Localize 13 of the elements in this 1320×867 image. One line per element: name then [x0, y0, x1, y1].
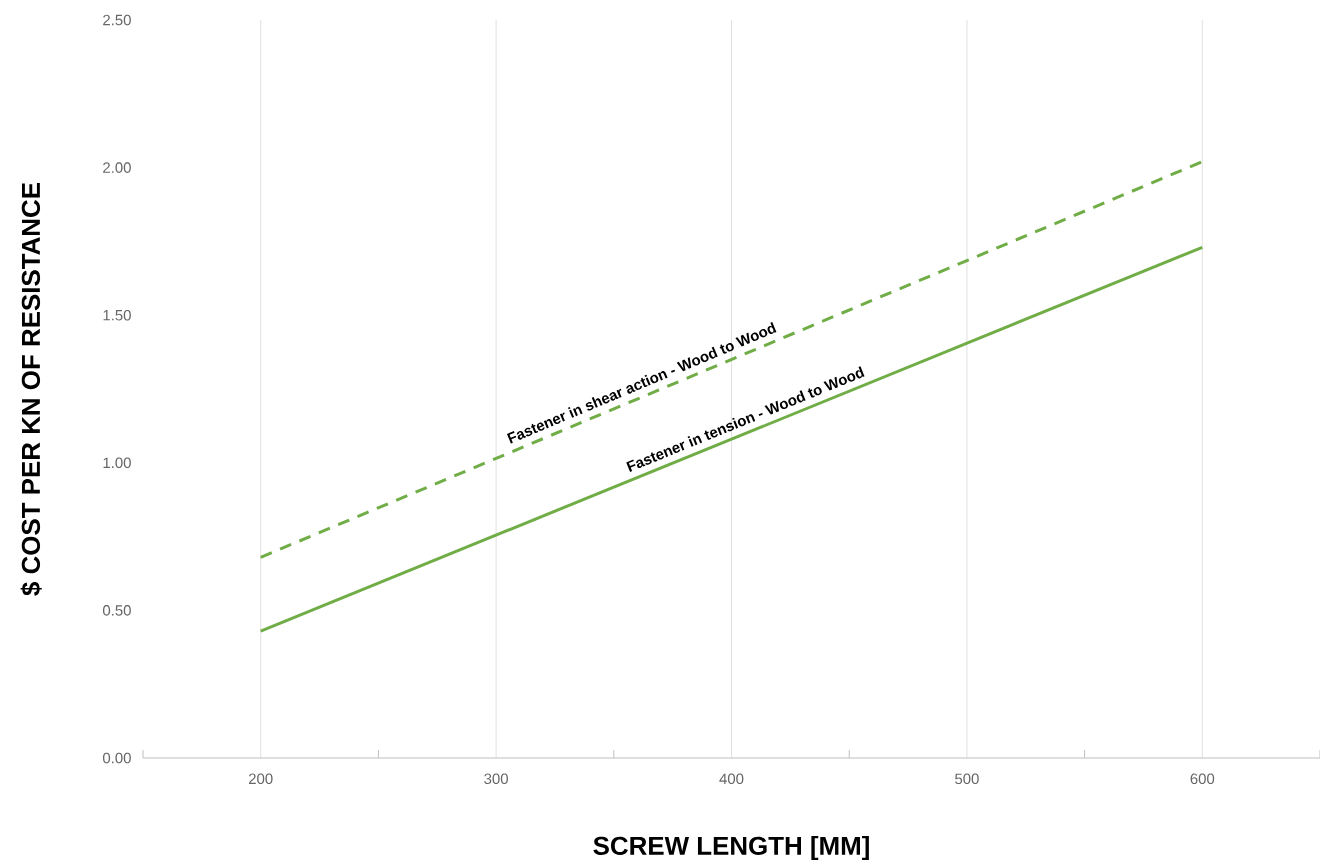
x-tick-label: 300: [484, 773, 508, 785]
x-axis-title: SCREW LENGTH [MM]: [593, 835, 869, 861]
y-tick-label: 0.50: [102, 605, 131, 616]
y-tick-label: 1.50: [103, 309, 131, 321]
x-tick-label: 400: [719, 773, 744, 785]
x-tick-label: 500: [955, 773, 979, 785]
y-tick-label: 0.00: [102, 752, 131, 764]
y-tick-label: 2.00: [103, 162, 131, 173]
x-tick-label: 200: [248, 773, 273, 785]
y-axis-title: $ COST PER KN OF RESISTANCE: [20, 183, 42, 596]
y-tick-label: 1.00: [103, 457, 131, 469]
y-tick-label: 2.50: [103, 14, 131, 26]
x-tick-label: 600: [1190, 773, 1215, 785]
